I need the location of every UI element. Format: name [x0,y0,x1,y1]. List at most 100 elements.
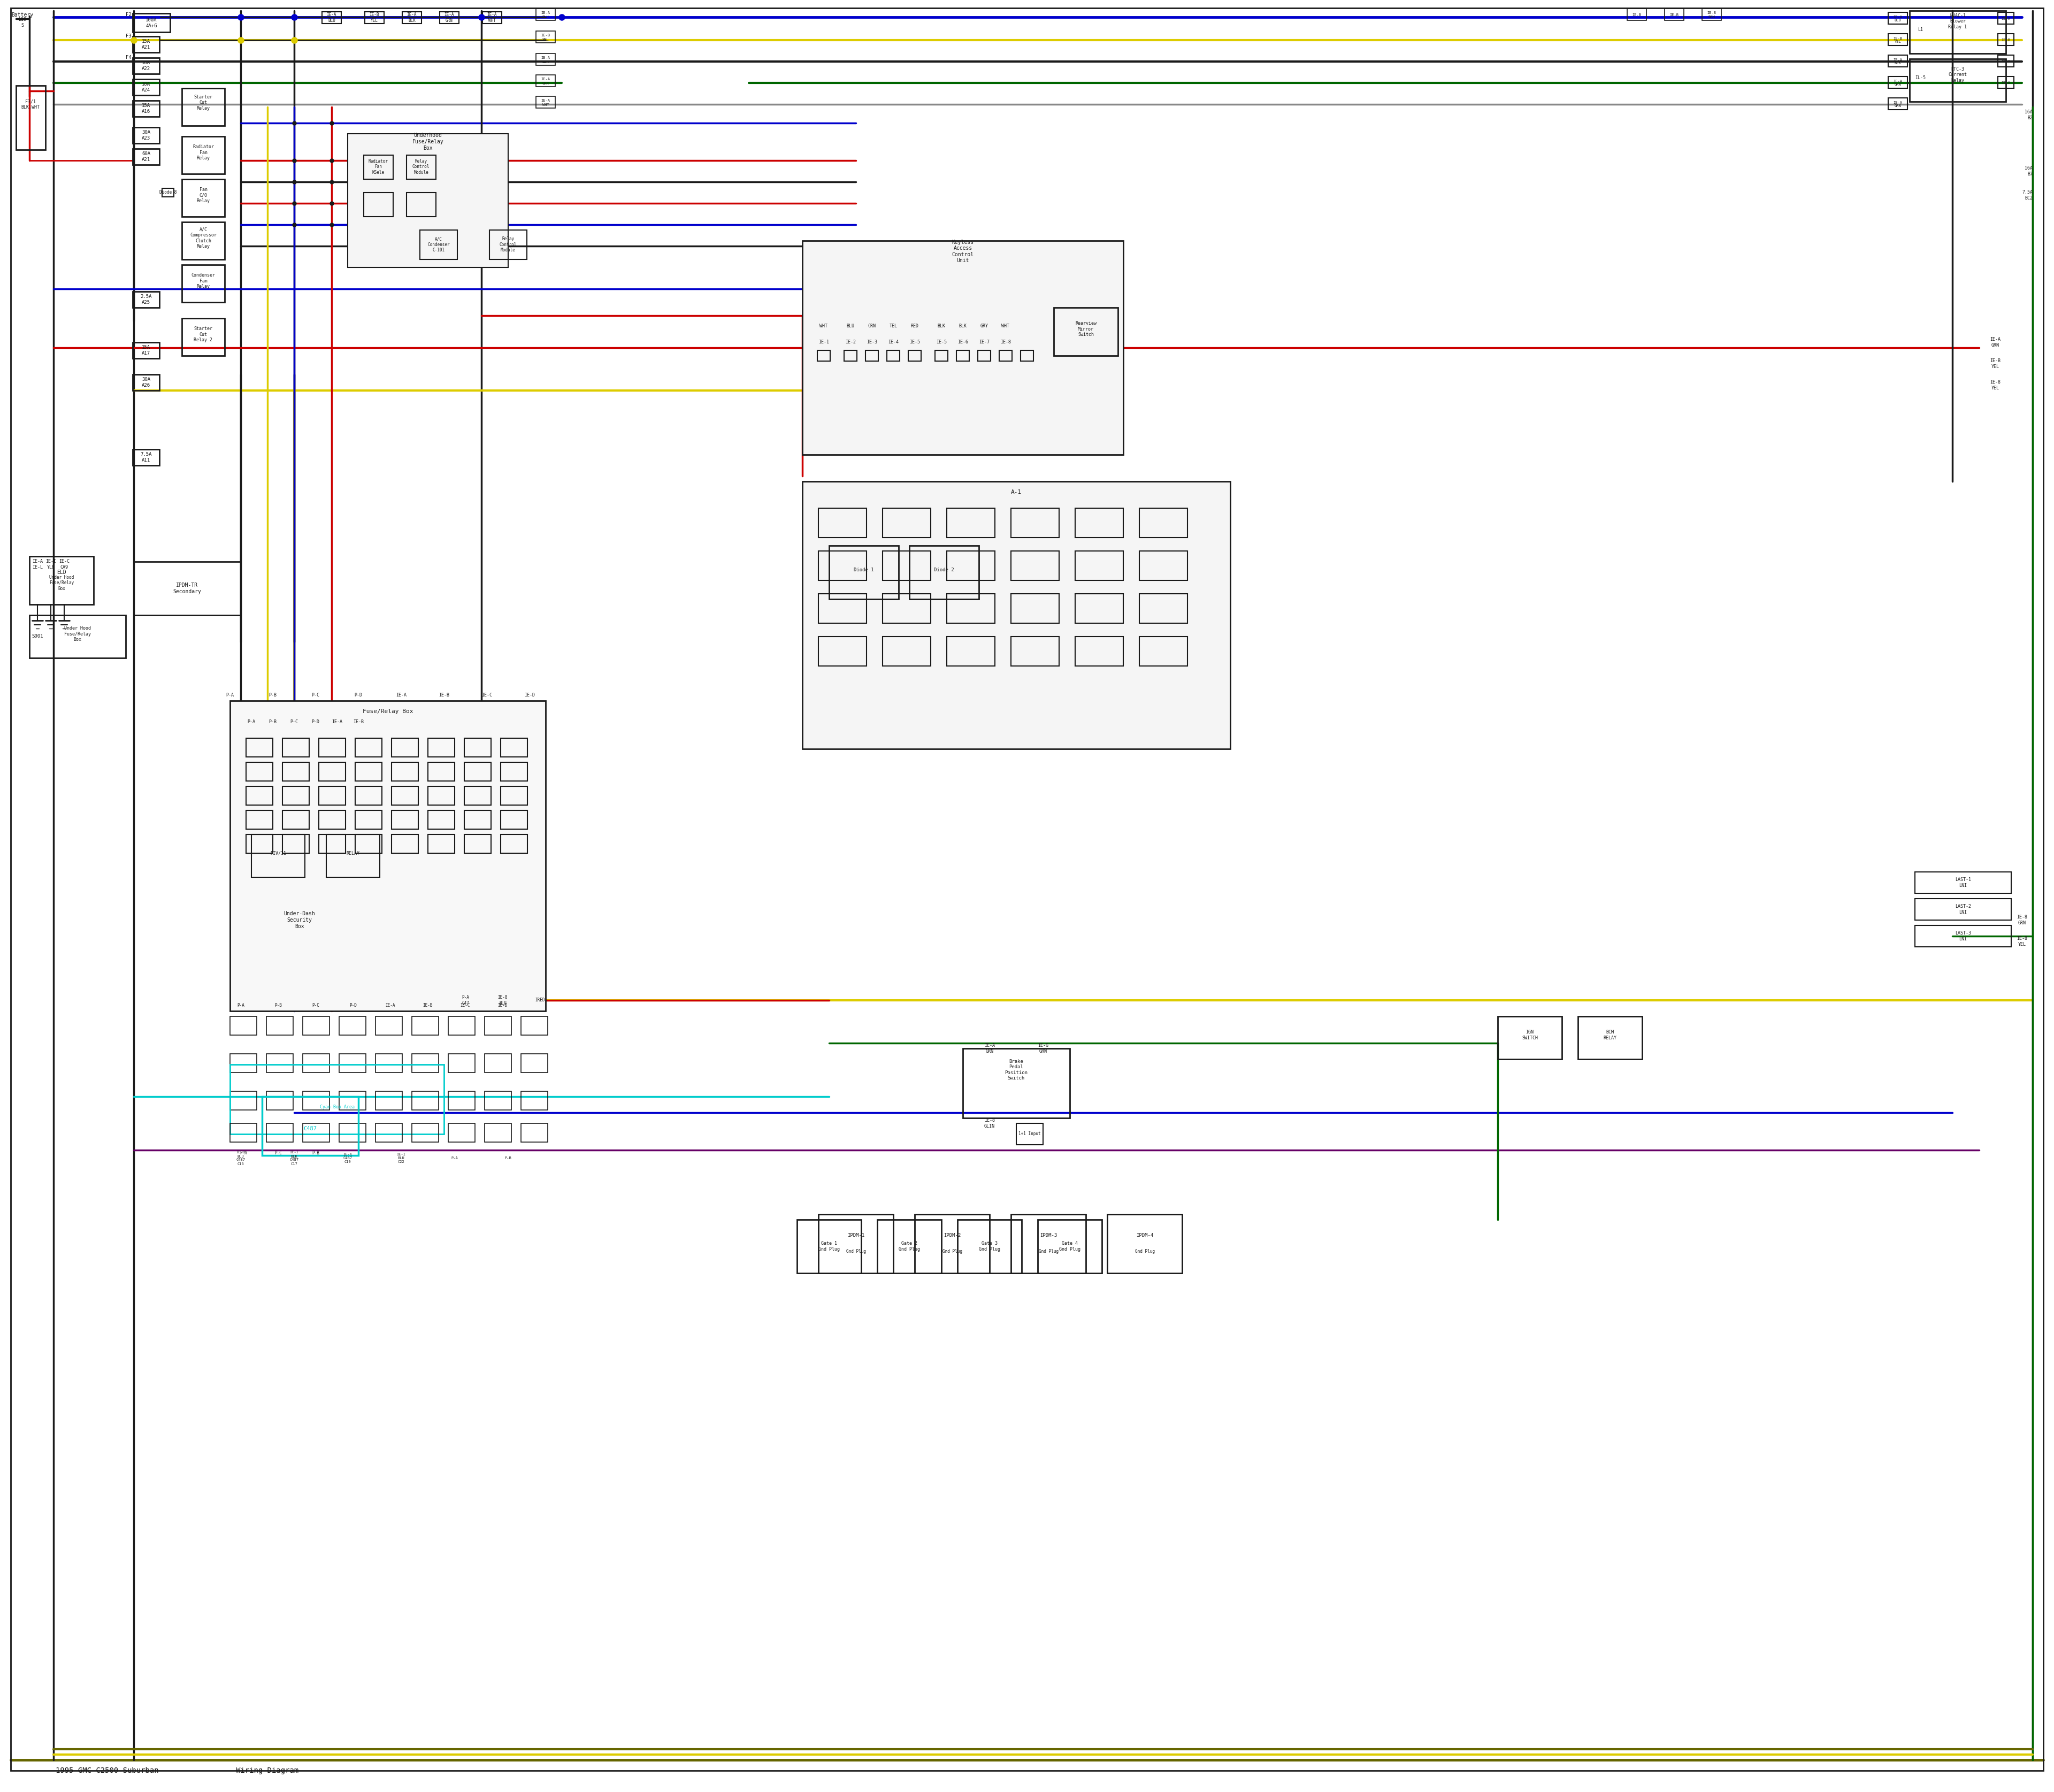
Text: Radiator
Fan
Relay: Radiator Fan Relay [193,145,214,161]
Text: IE-G
GRN: IE-G GRN [1037,1043,1048,1054]
Text: Underhood
Fuse/Relay
Box: Underhood Fuse/Relay Box [413,133,444,151]
Text: P-A: P-A [226,694,234,697]
Bar [797,1220,861,1272]
Text: Wiring Diagram: Wiring Diagram [236,1767,298,1774]
Bar [251,835,304,878]
Text: 10A
A22: 10A A22 [142,61,150,72]
Text: A-1: A-1 [1011,489,1021,495]
Bar [914,1215,990,1272]
Text: HVAC-1
Blower
Relay 1: HVAC-1 Blower Relay 1 [1949,13,1968,29]
Bar [1011,593,1060,624]
Bar [1074,593,1124,624]
Text: BCM
RELAY: BCM RELAY [1604,1030,1616,1041]
Bar [1999,77,2013,88]
Text: IE-A: IE-A [386,1004,396,1009]
Text: WHT: WHT [820,324,828,328]
Text: Brake
Pedal
Position
Switch: Brake Pedal Position Switch [1004,1059,1027,1081]
Bar [339,1124,366,1142]
Bar [230,1054,257,1073]
Text: IE-A: IE-A [331,720,343,724]
Bar [407,156,435,179]
Text: IE-7: IE-7 [980,340,990,344]
Bar [318,762,345,781]
Bar [1910,11,2007,54]
Text: Diode 2: Diode 2 [935,568,955,572]
Bar [947,509,994,538]
Text: 16A
B2: 16A B2 [2025,109,2033,120]
Bar [302,1091,329,1109]
Text: P-C: P-C [312,694,320,697]
Bar [485,1124,511,1142]
Bar [1888,77,1908,88]
Bar [392,787,419,805]
Bar [267,1016,294,1036]
Bar [1914,873,2011,894]
Bar [501,835,528,853]
Text: IE-3: IE-3 [867,340,877,344]
Text: IE-A
IE-L: IE-A IE-L [33,559,43,570]
Bar [883,593,930,624]
Bar [230,1091,257,1109]
Bar [230,701,546,1011]
Bar [134,292,160,308]
Text: P-D: P-D [355,694,362,697]
Bar [134,149,160,165]
Bar [1664,9,1684,20]
Bar [803,482,1230,749]
Text: IE-A
BLK: IE-A BLK [540,56,550,63]
Bar [817,1215,893,1272]
Text: IE-A: IE-A [2001,18,2011,20]
Text: IE-C
CA9: IE-C CA9 [60,559,70,570]
Text: IE-6: IE-6 [957,340,967,344]
Bar [318,810,345,830]
Text: Starter
Cut
Relay: Starter Cut Relay [193,95,214,111]
Bar [908,351,920,360]
Text: Gate 4
Gnd Plug: Gate 4 Gnd Plug [1060,1242,1080,1251]
Bar [501,738,528,756]
Bar [440,13,458,23]
Text: IE-A
GRN: IE-A GRN [984,1043,994,1054]
Bar [1914,898,2011,919]
Bar [817,636,867,667]
Bar [16,86,45,151]
Text: 2.5A
A25: 2.5A A25 [140,294,152,305]
Bar [1054,308,1117,357]
Bar [230,1124,257,1142]
Bar [947,550,994,581]
Bar [283,738,310,756]
Text: P-A
C47: P-A C47 [462,995,468,1005]
Bar [355,738,382,756]
Text: IE-C: IE-C [481,694,493,697]
Bar [183,136,224,174]
Text: P-C: P-C [312,1004,318,1009]
Bar [347,134,507,267]
Bar [302,1054,329,1073]
Bar [318,835,345,853]
Text: IE-I
YLB: IE-I YLB [45,559,55,570]
Text: Fuse/Relay Box: Fuse/Relay Box [362,710,413,715]
Text: Under-Dash
Security
Box: Under-Dash Security Box [283,910,314,928]
Text: ETC-3
Current
Relay: ETC-3 Current Relay [1949,66,1968,82]
Bar [263,1097,357,1156]
Text: Keyless
Access
Control
Unit: Keyless Access Control Unit [951,240,974,263]
Bar [230,1064,444,1134]
Bar [183,179,224,217]
Text: IE-A
BLK: IE-A BLK [1894,57,1902,65]
Text: TEL: TEL [889,324,898,328]
Text: IE-B: IE-B [2001,38,2011,41]
Text: LAST-2
LNI: LAST-2 LNI [1955,905,1972,914]
Bar [183,319,224,357]
Bar [376,1016,403,1036]
Bar [366,13,384,23]
Bar [427,738,454,756]
Text: IE-B: IE-B [353,720,364,724]
Bar [485,1091,511,1109]
Bar [283,762,310,781]
Text: IPDM-3: IPDM-3 [1039,1233,1058,1238]
Text: IE-H
BLU
C487
C16: IE-H BLU C487 C16 [236,1150,244,1165]
Text: IE-A
GRN: IE-A GRN [1894,79,1902,86]
Text: IE-5: IE-5 [910,340,920,344]
Text: Radiator
Fan
KSele: Radiator Fan KSele [368,159,388,176]
Text: IE-4: IE-4 [887,340,900,344]
Bar [427,762,454,781]
